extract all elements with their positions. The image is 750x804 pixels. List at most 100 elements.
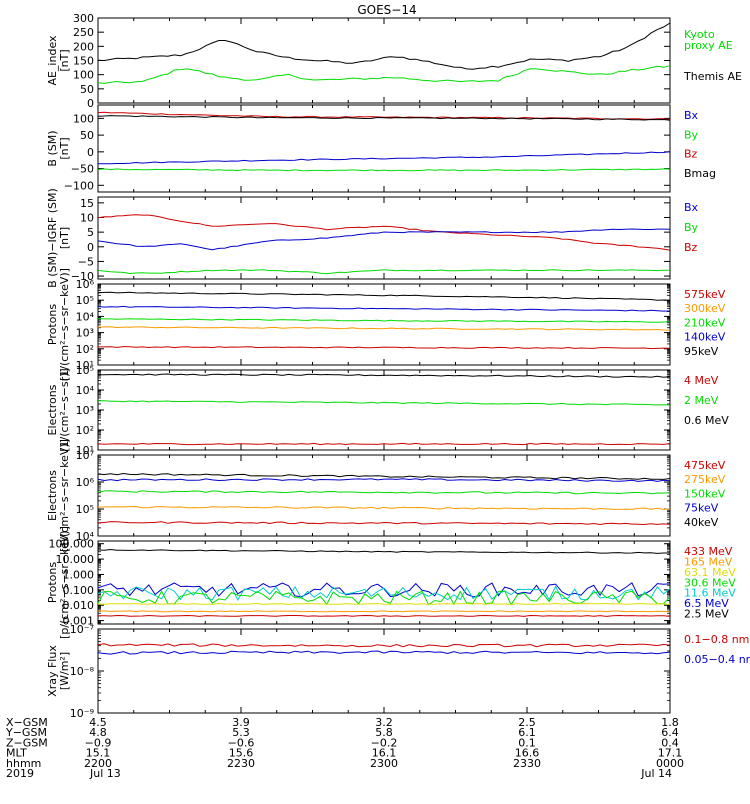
y-tick-label: 10 xyxy=(80,212,94,225)
y-axis-label: [1/(cm²−s−sr−keV)] xyxy=(58,439,71,552)
panel-frame xyxy=(97,369,671,451)
y-tick-label: 10⁶ xyxy=(76,476,95,489)
series-line-kyoto-proxy-ae xyxy=(97,65,671,84)
legend-entry: By xyxy=(684,128,699,141)
ephemeris-cell: 0.4 xyxy=(661,736,679,749)
series-line-75kev xyxy=(97,478,671,482)
y-tick-label: 150 xyxy=(73,55,94,68)
series-line-30-6-mev xyxy=(97,590,671,606)
legend-entry: Bz xyxy=(684,148,698,161)
legend-entry: proxy AE xyxy=(684,39,733,52)
y-axis-label: Xray Flux xyxy=(46,645,59,697)
ephemeris-cell: −0.6 xyxy=(228,736,255,749)
legend-entry: 140keV xyxy=(684,331,726,344)
series-line-by xyxy=(97,168,671,172)
ephemeris-cell: 2300 xyxy=(370,757,398,770)
ephemeris-cell: 2330 xyxy=(513,757,541,770)
series-line-bmag xyxy=(97,115,671,121)
ephemeris-cell: 16.1 xyxy=(372,747,397,760)
series-line-95kev xyxy=(97,291,671,301)
legend-entry: 0.1−0.8 nm xyxy=(684,633,749,646)
y-axis-label: Electrons xyxy=(46,470,59,521)
panel-frame xyxy=(97,17,671,104)
panel-2: −100 −50 0 50 100 B (SM) [nT] Bx By Bz Bmag xyxy=(46,104,716,193)
series-line-bx xyxy=(97,228,671,251)
ephemeris-row-label: hhmm xyxy=(6,757,41,770)
y-tick-label: 5 xyxy=(87,226,94,239)
series-line-2-5-mev xyxy=(97,548,670,554)
y-tick-label: −10 xyxy=(71,270,94,283)
ephemeris-cell: 4.8 xyxy=(89,726,107,739)
series-line-bz xyxy=(97,214,671,251)
ephemeris-row-label: 2019 xyxy=(6,767,34,780)
ephemeris-cell: 4.5 xyxy=(89,716,107,729)
y-axis-label: B (SM) xyxy=(46,130,59,166)
ephemeris-cell: −0.2 xyxy=(371,736,398,749)
y-tick-label: −100 xyxy=(64,179,94,192)
y-axis-label: B (SM)−IGRF (SM) xyxy=(46,188,59,288)
series-line-63-1-mev xyxy=(97,602,671,606)
y-tick-label: 10⁵ xyxy=(76,503,94,516)
y-tick-label: 0.001 xyxy=(63,615,95,628)
ephemeris-cell: 2230 xyxy=(227,757,255,770)
y-tick-label: 0 xyxy=(87,146,94,159)
ephemeris-cell: 0.1 xyxy=(518,736,536,749)
ephemeris-cell: 17.1 xyxy=(658,747,683,760)
panel-5: 10¹ 10² 10³ 10⁴ 10⁵ Electrons [1/(cm²−s−sr)] 4 … xyxy=(46,364,729,457)
ephemeris-cell: Jul 14 xyxy=(640,767,672,780)
legend-entry: 0.6 MeV xyxy=(684,414,729,427)
y-tick-label: 10⁵ xyxy=(76,294,94,307)
ephemeris-cell: 1.8 xyxy=(661,716,679,729)
y-axis-label: [W/m²] xyxy=(58,652,71,690)
y-tick-label: −5 xyxy=(78,255,94,268)
plot-title: GOES−14 xyxy=(357,3,416,17)
ephemeris-cell: 6.1 xyxy=(518,726,536,739)
y-tick-label: 10² xyxy=(76,343,94,356)
legend-entry: 575keV xyxy=(684,288,726,301)
y-tick-label: 250 xyxy=(73,26,94,39)
series-line-2-mev xyxy=(97,400,671,406)
ephemeris-cell: 2200 xyxy=(84,757,112,770)
ephemeris-cell: 3.2 xyxy=(375,716,393,729)
ephemeris-cell: 2.5 xyxy=(518,716,536,729)
y-tick-label: 10¹ xyxy=(76,359,94,372)
series-line-bz xyxy=(97,111,671,120)
y-tick-label: 100 xyxy=(73,112,94,125)
series-line-475kev xyxy=(97,521,671,526)
panel-4: 10¹ 10² 10³ 10⁴ 10⁵ 10⁶ Protons [1/(cm²−s−sr−ke… xyxy=(46,268,726,381)
ephemeris-cell: −0.9 xyxy=(85,736,112,749)
ephemeris-row-label: X−GSM xyxy=(6,716,48,729)
legend-entry: 40keV xyxy=(684,516,719,529)
y-axis-label: [1/(cm²−s−sr−keV)] xyxy=(58,268,71,381)
legend-entry: 475keV xyxy=(684,459,726,472)
panel-3: −10 −50 510 15 B (SM)−IGRF (SM) [nT] Bx By Bz xyxy=(46,188,699,288)
ephemeris-cell: 5.3 xyxy=(232,726,250,739)
series-line-4-mev xyxy=(97,442,671,446)
ephemeris-cell: 0000 xyxy=(656,757,684,770)
y-axis-label: AE_index xyxy=(46,35,59,86)
ephemeris-cell: 16.6 xyxy=(515,747,540,760)
series-line-165-mev xyxy=(98,610,671,613)
y-axis-label: [nT] xyxy=(58,137,71,159)
y-tick-label: 10⁷ xyxy=(76,449,94,462)
y-axis-label: [p/(cm²−s−sr−keV)] xyxy=(58,526,71,639)
series-line-by xyxy=(97,269,671,275)
ephemeris-cell: 15.6 xyxy=(229,747,254,760)
legend-entry: 2.5 MeV xyxy=(684,608,729,621)
legend-entry: 210keV xyxy=(684,316,726,329)
y-tick-label: 100.000 xyxy=(49,538,95,551)
legend-entry: 63.1 MeV xyxy=(684,566,736,579)
y-tick-label: 50 xyxy=(80,83,94,96)
legend-entry: 275keV xyxy=(684,473,726,486)
series-line-0-6-mev xyxy=(97,373,671,378)
series-line-300kev xyxy=(97,326,670,331)
legend-entry: 95keV xyxy=(684,345,719,358)
legend-entry: 165 MeV xyxy=(684,555,733,568)
y-axis-label: [nT] xyxy=(58,227,71,249)
legend-entry: Bx xyxy=(684,109,699,122)
y-tick-label: 10.000 xyxy=(56,553,95,566)
legend-entry: Themis AE xyxy=(683,70,742,83)
y-tick-label: 10⁻⁹ xyxy=(70,707,94,720)
